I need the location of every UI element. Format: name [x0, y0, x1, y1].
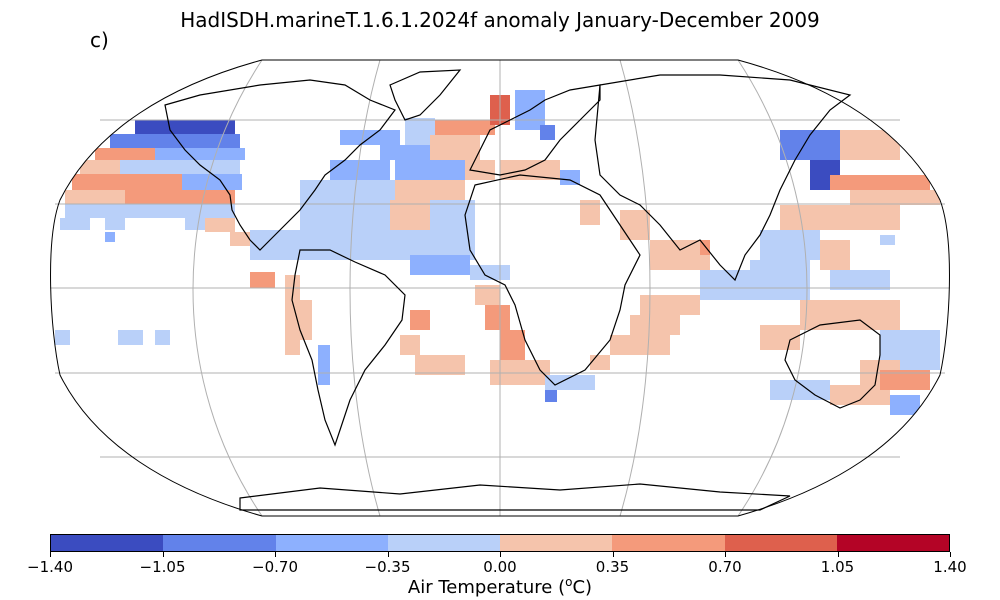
- colorbar-tick-label: 1.40: [933, 558, 967, 576]
- colorbar-tick-label: −0.35: [364, 558, 411, 576]
- colorbar-tickmark: [162, 552, 164, 557]
- colorbar-tickmark: [50, 552, 51, 557]
- colorbar-tickmark: [612, 552, 614, 557]
- grid-cells: [55, 90, 940, 415]
- coastlines: [164, 69, 881, 511]
- map-title: HadISDH.marineT.1.6.1.2024f anomaly Janu…: [180, 8, 820, 32]
- colorbar-segment: [51, 535, 164, 551]
- colorbar-tickmark: [275, 552, 276, 557]
- colorbar-tickmark: [725, 552, 726, 557]
- colorbar-tick-label: −1.05: [139, 558, 186, 576]
- colorbar-tick-label: 1.05: [820, 558, 855, 576]
- colorbar-segment: [163, 535, 276, 551]
- globe-outline: [50, 59, 950, 517]
- colorbar-tick-label: −1.40: [27, 558, 73, 576]
- colorbar-segment: [275, 535, 388, 551]
- anomaly-map: [50, 59, 950, 517]
- colorbar-tickmark: [500, 552, 501, 557]
- colorbar-tickmark: [950, 552, 951, 557]
- colorbar-tick-label: −0.70: [252, 558, 298, 576]
- colorbar-segment: [724, 535, 837, 551]
- colorbar-segment: [836, 535, 949, 551]
- colorbar: [50, 534, 950, 552]
- colorbar-segment: [500, 535, 613, 551]
- colorbar-segment: [387, 535, 500, 551]
- map-gridlines: [50, 59, 950, 517]
- colorbar-segment: [612, 535, 725, 551]
- colorbar-tick-label: 0.70: [708, 558, 742, 576]
- colorbar-tickmark: [837, 552, 839, 557]
- colorbar-tick-label: 0.35: [595, 558, 630, 576]
- colorbar-tick-label: 0.00: [483, 558, 517, 576]
- colorbar-tickmark: [387, 552, 389, 557]
- panel-label: c): [90, 28, 109, 52]
- colorbar-label: Air Temperature (oC): [407, 575, 593, 598]
